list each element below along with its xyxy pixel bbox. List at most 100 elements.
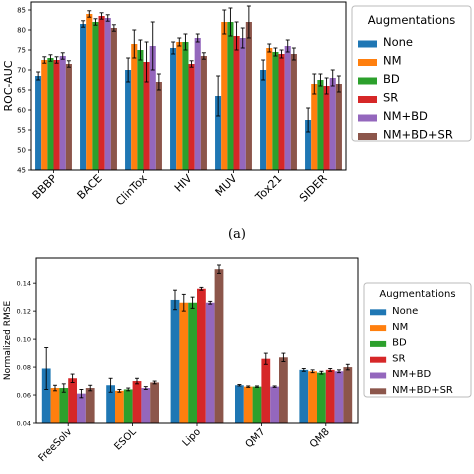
legend-title: Augmentations xyxy=(379,289,455,300)
bar-b-Lipo-SR xyxy=(197,288,206,423)
bar-a-ClinTox-None xyxy=(125,70,132,170)
bar-a-HIV-BD xyxy=(182,42,189,170)
x-tick-label-QM7: QM7 xyxy=(244,426,268,450)
bar-a-HIV-SR xyxy=(188,64,195,170)
bar-b-FreeSolv-NM+BD+SR xyxy=(85,388,95,423)
bar-b-QM7-SR xyxy=(261,358,271,423)
bar-b-QM8-NM xyxy=(308,371,317,423)
y-tick-label: 80 xyxy=(17,27,26,35)
legend-swatch-None xyxy=(370,309,387,316)
x-tick-label-BACE: BACE xyxy=(75,172,105,202)
bar-b-Lipo-NM+BD+SR xyxy=(214,269,224,423)
bar-a-MUV-NM+BD+SR xyxy=(245,22,252,170)
plot-frame xyxy=(30,1,347,171)
bar-a-Tox21-None xyxy=(260,70,267,170)
legend-swatch-NM+BD+SR xyxy=(358,133,377,140)
legend-swatch-NM xyxy=(370,325,387,332)
panel-label-a: (a) xyxy=(228,227,246,242)
bar-a-BACE-SR xyxy=(98,16,105,170)
bar-a-ClinTox-SR xyxy=(143,62,150,170)
bar-b-FreeSolv-BD xyxy=(59,388,69,423)
legend-title: Augmentations xyxy=(368,13,456,27)
bar-a-SIDER-None xyxy=(305,120,312,170)
bar-a-Tox21-SR xyxy=(278,54,285,170)
x-tick-label-ClinTox: ClinTox xyxy=(113,172,150,209)
y-tick-label: 55 xyxy=(17,127,26,135)
bar-a-MUV-BD xyxy=(227,22,234,170)
legend-entry-NM+BD: NM+BD xyxy=(383,109,428,123)
bar-a-BACE-NM xyxy=(86,14,93,170)
bar-b-Lipo-NM xyxy=(179,302,189,423)
bar-a-Tox21-BD xyxy=(272,52,279,170)
bar-b-QM8-SR xyxy=(325,369,335,423)
bar-a-ClinTox-NM+BD xyxy=(149,46,156,170)
y-axis-label: Normalized RMSE xyxy=(3,301,13,381)
bar-b-ESOL-SR xyxy=(132,381,142,423)
bar-a-ClinTox-BD xyxy=(137,50,144,170)
bar-a-BBBP-None xyxy=(35,76,42,170)
legend-box xyxy=(351,5,472,142)
y-tick-label: 50 xyxy=(17,147,26,155)
chart-b-normalized-rmse: FreeSolv ESOL Lipo QM7 QM8 0.04 0.06 0.08 0.10 0.… xyxy=(3,257,472,464)
bar-a-SIDER-NM+BD xyxy=(329,78,336,170)
chart-a-roc-auc: BBBP BACE ClinTox HIV MUV Tox21 SIDER 45 50 55 60 6… xyxy=(2,1,472,209)
y-tick-label: 60 xyxy=(17,107,26,115)
bar-a-Tox21-NM xyxy=(266,48,273,170)
y-tick-label: 0.04 xyxy=(17,420,31,428)
legend-box xyxy=(363,282,472,398)
bar-a-BBBP-NM xyxy=(41,60,48,170)
bar-a-MUV-None xyxy=(215,96,222,170)
legend-entry-NM: NM xyxy=(383,54,402,68)
legend-entry-None: None xyxy=(383,35,413,49)
legend-swatch-NM+BD xyxy=(370,372,387,379)
bar-a-BACE-None xyxy=(80,24,87,170)
bar-a-MUV-NM xyxy=(221,22,228,170)
bar-b-ESOL-BD xyxy=(123,389,133,423)
bar-a-ClinTox-NM+BD+SR xyxy=(155,82,162,170)
bar-a-SIDER-NM+BD+SR xyxy=(335,84,342,170)
bar-a-MUV-NM+BD xyxy=(239,38,246,170)
bar-a-HIV-NM+BD xyxy=(194,38,201,170)
plot-frame xyxy=(35,257,359,424)
bar-a-BACE-NM+BD+SR xyxy=(110,28,117,170)
x-tick-label-MUV: MUV xyxy=(213,172,240,199)
y-tick-label: 75 xyxy=(17,47,26,55)
legend-swatch-BD xyxy=(370,340,387,347)
bar-a-MUV-SR xyxy=(233,36,240,170)
x-tick-label-BBBP: BBBP xyxy=(30,172,60,202)
legend-entry-NM+BD: NM+BD xyxy=(392,369,431,380)
bar-b-ESOL-NM xyxy=(115,390,124,423)
bar-b-QM8-BD xyxy=(317,372,326,423)
bar-a-BACE-BD xyxy=(92,22,99,170)
bar-b-Lipo-NM+BD xyxy=(205,302,215,423)
bar-b-FreeSolv-NM xyxy=(50,388,60,423)
bar-b-QM8-NM+BD xyxy=(334,371,344,423)
legend-swatch-NM xyxy=(358,59,377,66)
legend-entry-SR: SR xyxy=(392,353,405,364)
y-tick-label: 0.06 xyxy=(17,392,31,400)
legend-swatch-None xyxy=(358,40,377,48)
bar-b-QM7-BD xyxy=(252,386,262,423)
bar-a-HIV-NM xyxy=(176,42,183,170)
legend-swatch-SR xyxy=(370,356,387,363)
bar-b-ESOL-NM+BD xyxy=(141,388,151,423)
bar-a-BBBP-NM+BD xyxy=(59,56,66,170)
legend-swatch-NM+BD xyxy=(358,114,377,122)
x-tick-label-ESOL: ESOL xyxy=(112,426,139,453)
legend-swatch-BD xyxy=(358,77,377,85)
y-tick-label: 65 xyxy=(17,87,26,95)
y-axis-label: ROC-AUC xyxy=(2,60,15,111)
bar-a-ClinTox-NM xyxy=(131,44,138,170)
bar-b-ESOL-None xyxy=(106,385,115,423)
bar-a-BBBP-SR xyxy=(53,60,60,170)
x-tick-label-FreeSolv: FreeSolv xyxy=(37,426,75,464)
legend-swatch-NM+BD+SR xyxy=(370,388,387,395)
bar-b-FreeSolv-NM+BD xyxy=(77,393,86,423)
y-tick-label: 45 xyxy=(17,167,26,175)
bar-a-SIDER-BD xyxy=(317,80,324,170)
legend-entry-NM+BD+SR: NM+BD+SR xyxy=(383,128,453,142)
x-tick-label-Tox21: Tox21 xyxy=(252,172,284,204)
x-tick-label-SIDER: SIDER xyxy=(297,172,330,205)
legend-swatch-SR xyxy=(358,96,377,103)
legend-entry-NM+BD+SR: NM+BD+SR xyxy=(392,385,453,396)
